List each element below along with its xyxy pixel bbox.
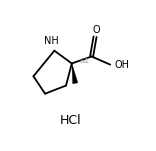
Text: HCl: HCl xyxy=(60,114,81,127)
Text: &1: &1 xyxy=(80,58,90,64)
Polygon shape xyxy=(72,63,78,84)
Text: OH: OH xyxy=(115,60,130,70)
Text: NH: NH xyxy=(44,36,58,46)
Text: O: O xyxy=(92,25,100,35)
